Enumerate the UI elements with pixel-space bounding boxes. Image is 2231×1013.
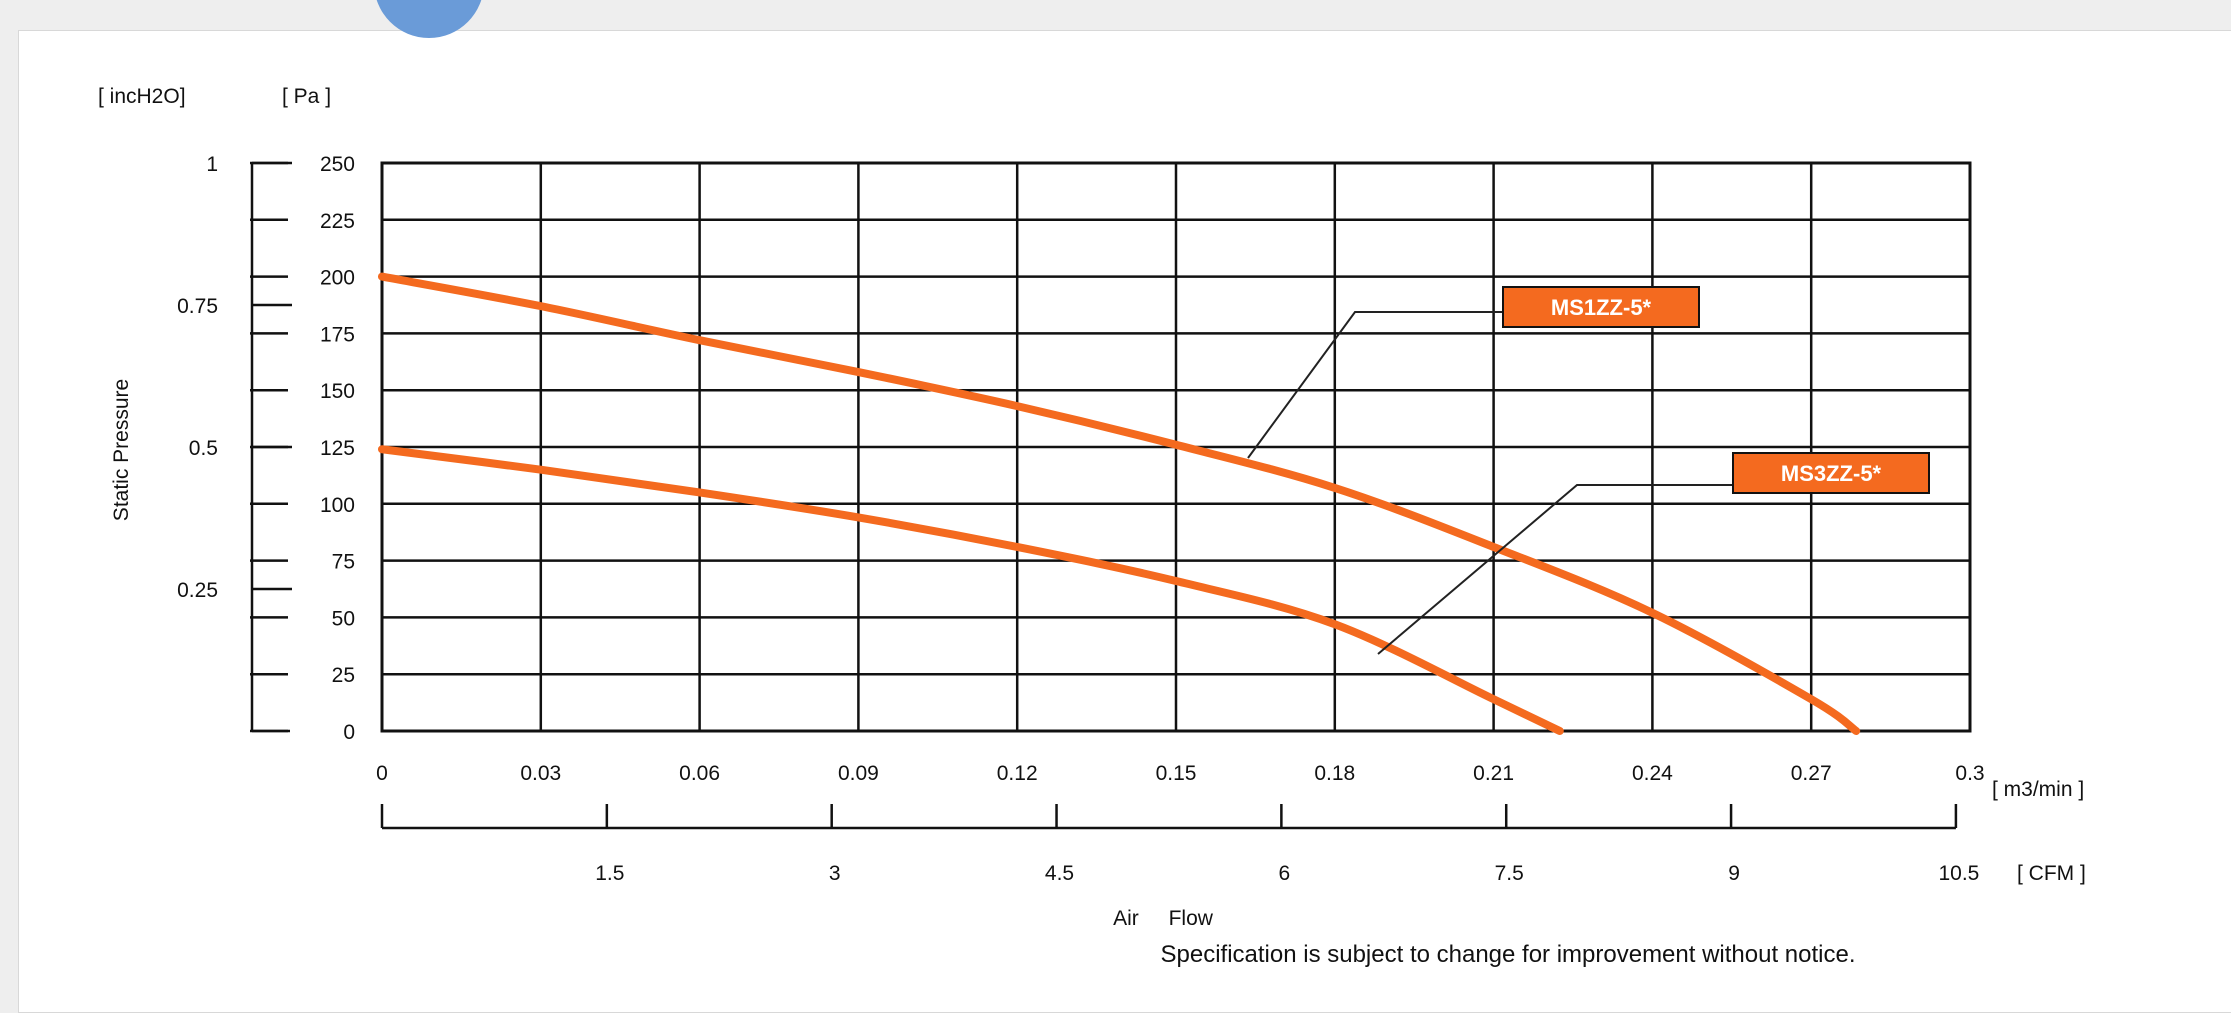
x-tick-label-m3: 0.18 xyxy=(1314,762,1355,785)
y-tick-label-pa: 150 xyxy=(320,380,355,403)
series-label-box xyxy=(1732,452,1930,494)
chart-card xyxy=(18,30,2231,1013)
y-tick-label-pa: 175 xyxy=(320,323,355,346)
series-label-leader xyxy=(1377,484,1733,655)
x-tick-label-m3: 0.03 xyxy=(520,762,561,785)
y-tick-label-pa: 0 xyxy=(343,721,355,744)
series-label-box xyxy=(1502,286,1700,328)
x-tick-label-m3: 0.24 xyxy=(1632,762,1673,785)
series-label-text: MS1ZZ-5* xyxy=(1551,295,1652,320)
y-units-inch: [ incH2O] xyxy=(98,85,186,108)
x-tick-label-m3: 0 xyxy=(376,762,388,785)
y-tick-label-inch: 0.25 xyxy=(177,579,218,602)
series-curve-1 xyxy=(378,272,1861,735)
x-tick-label-cfm: 6 xyxy=(1279,862,1291,885)
x-tick-label-m3: 0.12 xyxy=(997,762,1038,785)
x-axis-label: Air Flow xyxy=(1113,907,1214,930)
x-tick-label-cfm: 10.5 xyxy=(1938,862,1979,885)
x-tick-label-cfm: 4.5 xyxy=(1045,862,1074,885)
series-label-layer: MS1ZZ-5* MS3ZZ-5* xyxy=(1247,286,1930,655)
x-tick-label-m3: 0.15 xyxy=(1156,762,1197,785)
series-label-leader xyxy=(1247,311,1503,459)
y-units-pa: [ Pa ] xyxy=(282,85,331,108)
series-curve-2 xyxy=(378,445,1564,735)
y-tick-label-pa: 125 xyxy=(320,437,355,460)
y-tick-label-inch: 0.5 xyxy=(189,437,218,460)
x-units-cfm: [ CFM ] xyxy=(2017,862,2086,885)
x-tick-label-m3: 0.3 xyxy=(1955,762,1984,785)
axis-layer: 0 0.03 0.06 0.09 0.12 0.15 0.18 0.21 0.24 0.27 0.3… xyxy=(177,153,1984,885)
y-tick-label-pa: 50 xyxy=(332,607,355,630)
y-tick-label-inch: 1 xyxy=(206,153,218,176)
x-tick-label-m3: 0.21 xyxy=(1473,762,1514,785)
y-tick-label-pa: 25 xyxy=(332,664,355,687)
y-tick-label-pa: 75 xyxy=(332,551,355,574)
x-tick-label-m3: 0.09 xyxy=(838,762,879,785)
y-tick-label-pa: 200 xyxy=(320,267,355,290)
x-tick-label-m3: 0.27 xyxy=(1791,762,1832,785)
x-tick-label-cfm: 3 xyxy=(829,862,841,885)
footnote: Specification is subject to change for i… xyxy=(1160,941,1855,968)
y-tick-label-pa: 225 xyxy=(320,210,355,233)
x-tick-label-cfm: 1.5 xyxy=(595,862,624,885)
y-axis-label: Static Pressure xyxy=(110,379,133,521)
x-tick-label-cfm: 7.5 xyxy=(1495,862,1524,885)
series-label-text: MS3ZZ-5* xyxy=(1781,461,1882,486)
x-tick-label-cfm: 9 xyxy=(1728,862,1740,885)
series-layer xyxy=(378,272,1861,735)
y-tick-label-inch: 0.75 xyxy=(177,295,218,318)
y-tick-label-pa: 100 xyxy=(320,494,355,517)
x-units-m3: [ m3/min ] xyxy=(1992,778,2084,801)
x-tick-label-m3: 0.06 xyxy=(679,762,720,785)
y-tick-label-pa: 250 xyxy=(320,153,355,176)
